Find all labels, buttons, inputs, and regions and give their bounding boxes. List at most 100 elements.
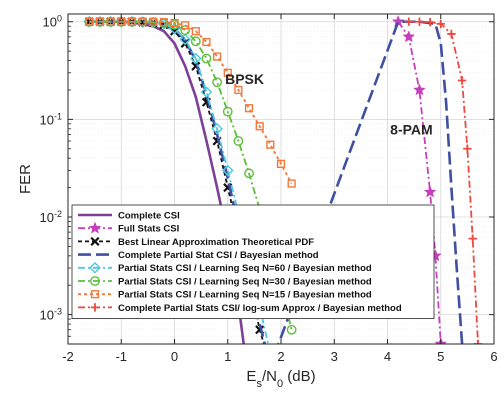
y-tick-label-exponent: -2 [54, 209, 62, 219]
legend-label: Partial Stats CSI / Learning Seq N=30 / … [118, 276, 372, 287]
legend-label: Complete Partial Stat CSI / Bayesian met… [118, 250, 319, 261]
circle-marker [286, 324, 297, 335]
series-marker [447, 29, 456, 39]
series-marker [402, 30, 416, 43]
series-marker [201, 53, 212, 64]
circle-marker [244, 168, 254, 179]
square-marker [223, 68, 232, 77]
circle-marker [169, 19, 180, 30]
series-marker [468, 234, 477, 243]
series-marker [233, 136, 244, 146]
x-tick-label: 6 [490, 349, 497, 364]
diamond-marker [89, 262, 101, 274]
series-marker [221, 164, 234, 177]
series-marker [170, 18, 179, 28]
circle-marker [212, 77, 223, 88]
y-tick-label-base: 10 [43, 15, 57, 30]
circle-marker [84, 16, 95, 27]
series-marker [287, 179, 296, 188]
diamond-marker [266, 349, 276, 359]
x-tick-label: 5 [437, 349, 444, 364]
series-line [89, 20, 293, 185]
plus-marker [457, 76, 467, 85]
series-marker [457, 76, 467, 85]
x-tick-label: 3 [331, 349, 338, 364]
series-marker [190, 36, 201, 47]
square-marker [138, 17, 147, 26]
diamond-marker [211, 123, 223, 135]
series-marker [179, 33, 191, 46]
legend-entry: Partial Stats CSI / Learning Seq N=60 / … [78, 262, 372, 274]
legend-entry: Partial Stats CSI / Learning Seq N=30 / … [78, 276, 372, 287]
x-axis-title-sub2: 0 [277, 378, 283, 390]
legend-entry: Full Stats CSI [78, 221, 179, 235]
y-tick-label-exponent: -1 [54, 111, 62, 121]
series-marker [138, 17, 147, 26]
series-marker [190, 52, 202, 65]
square-marker [266, 140, 275, 149]
legend-label: Complete Partial Stats CSI/ log-sum Appr… [118, 303, 402, 314]
series-marker [149, 17, 158, 26]
series-marker [244, 168, 254, 179]
plus-marker [473, 339, 483, 344]
x-axis-title: Es/N0 (dB) [246, 368, 315, 390]
x-tick-label: 4 [384, 349, 391, 364]
series-marker [286, 324, 297, 335]
y-tick-label: 10-3 [40, 307, 62, 323]
annotation-label: 8-PAM [390, 121, 433, 137]
series-marker [244, 104, 254, 113]
circle-marker [90, 276, 100, 286]
x-tick-label: -1 [115, 349, 127, 364]
circle-marker [233, 136, 244, 146]
x-tick-label: 1 [224, 349, 231, 364]
series-marker [266, 140, 275, 149]
plus-marker [468, 234, 477, 243]
series-marker [202, 37, 211, 47]
series-marker [90, 303, 100, 312]
diamond-marker [190, 52, 202, 65]
series-marker [223, 68, 232, 77]
x-marker [90, 236, 100, 246]
square-marker [159, 18, 168, 27]
series-marker [473, 339, 483, 344]
series-marker [169, 19, 180, 30]
series-marker [413, 83, 426, 96]
legend-entry: Complete Partial Stat CSI / Bayesian met… [78, 250, 319, 261]
star-marker [402, 30, 416, 43]
square-marker [276, 159, 286, 168]
star-marker [88, 221, 102, 234]
y-tick-label: 10-2 [40, 209, 62, 225]
y-tick-label-base: 10 [40, 210, 54, 225]
x-axis-title-mid: /N [262, 368, 277, 385]
series-line [397, 21, 442, 344]
series-8 [404, 17, 483, 344]
x-tick-label: 2 [277, 349, 284, 364]
legend-entry: Complete Partial Stats CSI/ log-sum Appr… [78, 303, 402, 314]
plus-marker [90, 303, 100, 312]
series-marker [463, 144, 472, 153]
square-marker [149, 17, 158, 26]
series-marker [222, 106, 233, 117]
series-marker [95, 17, 105, 26]
diamond-marker [276, 390, 286, 399]
legend-entry: Best Linear Approximation Theoretical PD… [78, 237, 314, 248]
square-marker [255, 122, 264, 131]
series-marker [191, 27, 200, 36]
series-marker [212, 52, 222, 61]
square-marker [287, 179, 296, 188]
square-marker [234, 85, 243, 95]
circle-marker [190, 36, 201, 47]
plus-marker [463, 144, 472, 153]
series-line [89, 20, 293, 330]
series-marker [88, 221, 102, 234]
series-marker [159, 18, 168, 27]
series-marker [234, 85, 243, 95]
series-marker [84, 16, 95, 27]
diamond-marker [221, 164, 234, 177]
series-marker [89, 262, 101, 274]
star-marker [423, 185, 437, 198]
circle-marker [222, 106, 233, 117]
plus-marker [447, 29, 456, 39]
star-marker [413, 83, 426, 96]
